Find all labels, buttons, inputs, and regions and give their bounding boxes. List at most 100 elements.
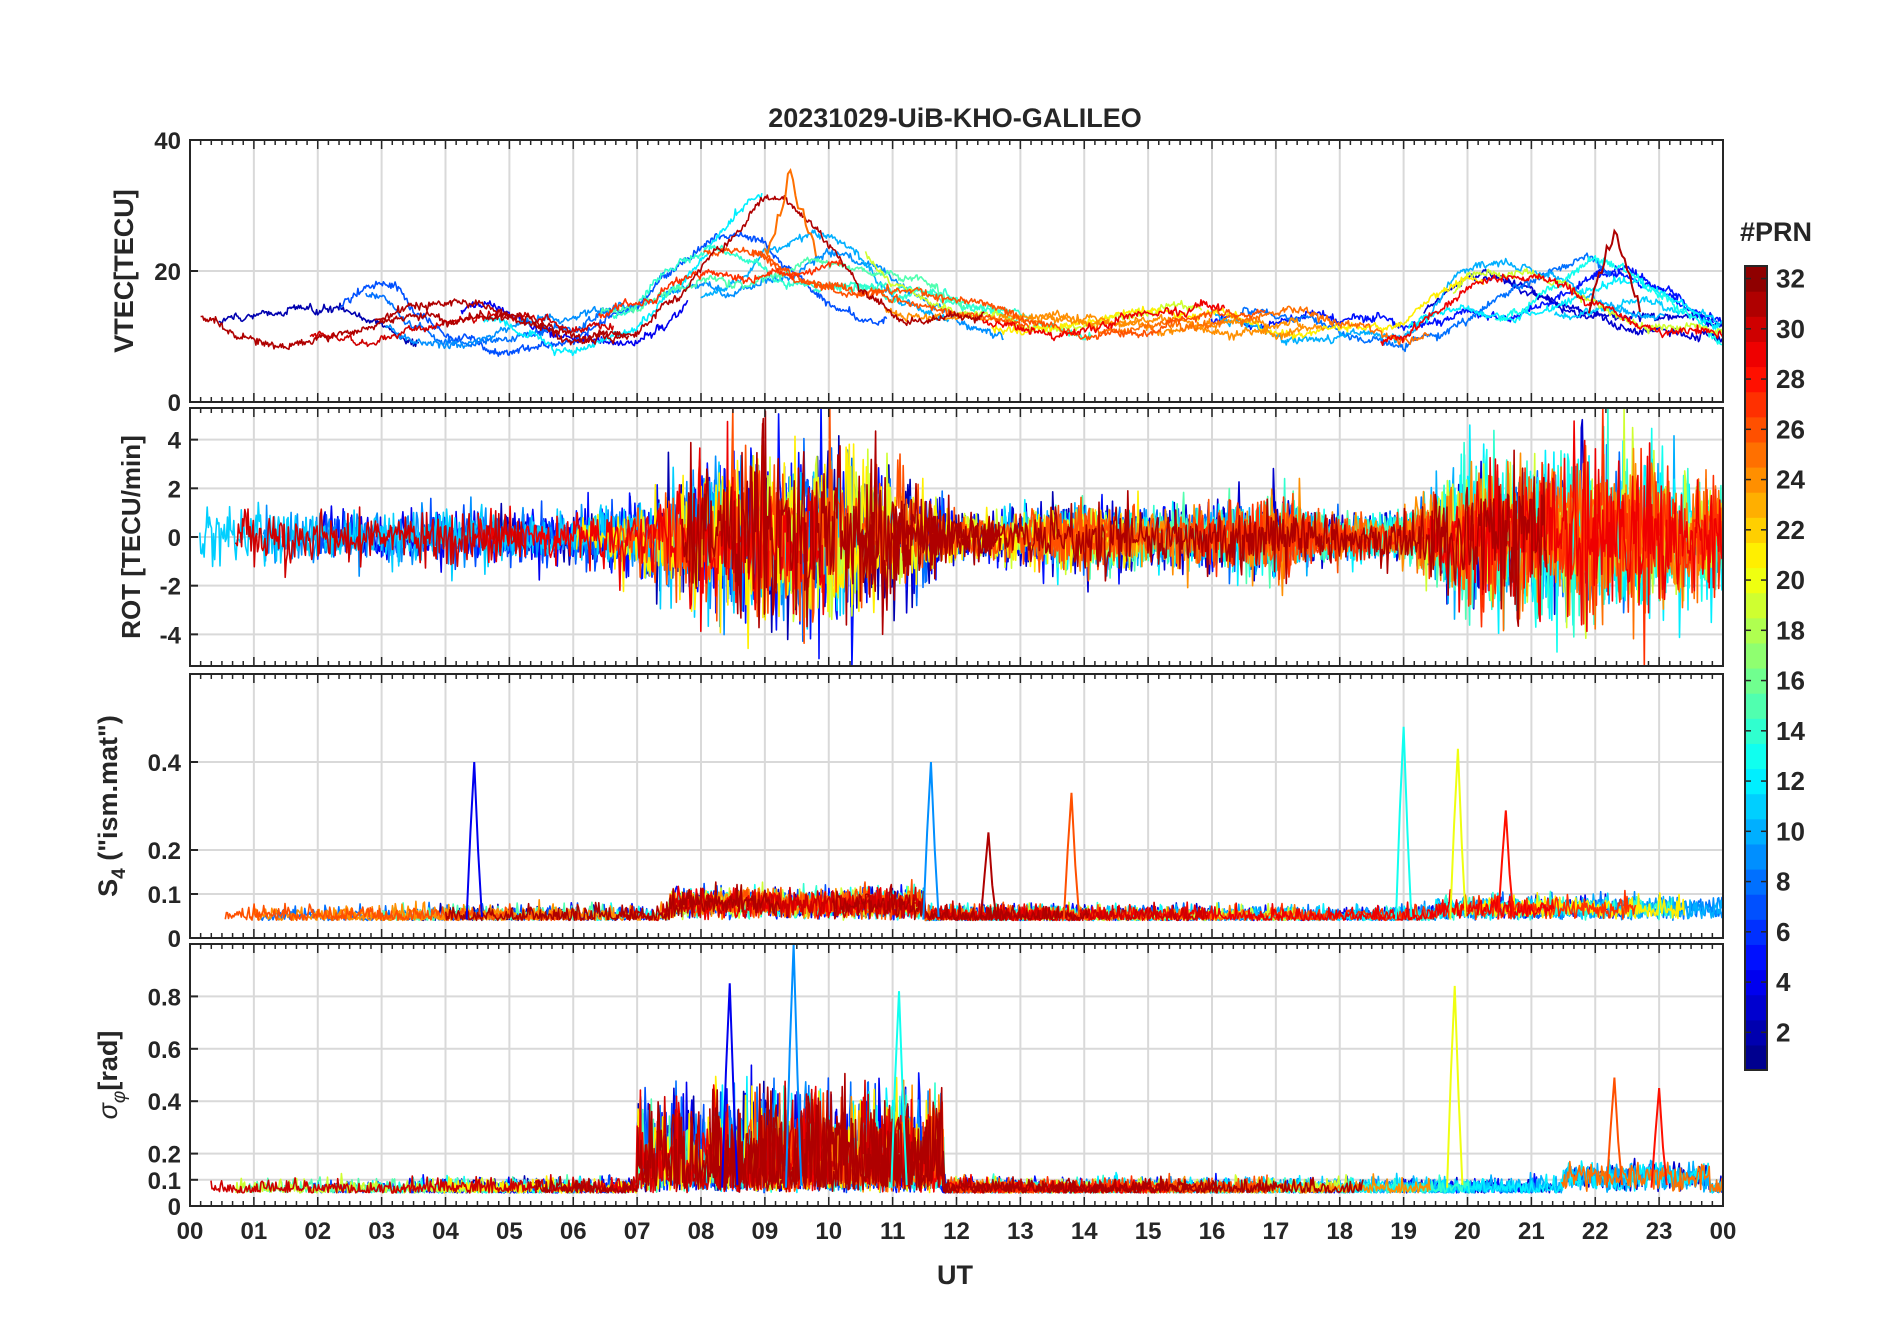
colorbar-level xyxy=(1745,517,1767,543)
ytick-label: 0.6 xyxy=(148,1037,181,1064)
colorbar-tick-label: 8 xyxy=(1776,867,1790,897)
xtick-label: 19 xyxy=(1390,1218,1417,1245)
ytick-label: 0.8 xyxy=(148,984,181,1011)
prn-31-trace xyxy=(374,194,985,345)
sigmaphi-grid xyxy=(190,944,1723,1206)
prn-21-trace xyxy=(991,276,1485,340)
prn-15-trace xyxy=(599,256,967,315)
highlight-trace xyxy=(1587,228,1641,314)
colorbar-level xyxy=(1745,768,1767,795)
colorbar-tick-label: 16 xyxy=(1776,666,1805,696)
highlight-trace xyxy=(763,167,817,259)
xtick-label: 00 xyxy=(1710,1218,1737,1245)
xtick-label: 01 xyxy=(241,1218,268,1245)
prn-25-trace xyxy=(1090,305,1430,346)
prn-24-trace xyxy=(883,306,1304,341)
spike-trace xyxy=(721,983,739,1188)
vtec-yticks: 0 20 40 xyxy=(154,128,1724,417)
colorbar-level xyxy=(1745,919,1767,945)
rot-ylabel: ROT [TECU/min] xyxy=(116,435,146,639)
colorbar-level xyxy=(1745,592,1767,619)
prn-5-trace xyxy=(891,1072,1541,1194)
colorbar-level xyxy=(1745,391,1767,418)
colorbar-level xyxy=(1745,894,1767,920)
spike-trace xyxy=(1394,726,1413,920)
prn-4-trace xyxy=(460,299,689,347)
ytick-label: 0 xyxy=(168,1194,181,1221)
prn-2-trace xyxy=(218,302,420,348)
prn-27-trace xyxy=(597,259,842,319)
prn-8-trace xyxy=(365,291,639,348)
prn-9-trace xyxy=(385,248,1004,350)
s4-ylabel: S4 ("ism.mat") xyxy=(93,715,130,897)
colorbar-level xyxy=(1745,793,1767,820)
colorbar-level xyxy=(1745,617,1767,644)
ytick-label: 0.1 xyxy=(148,882,181,909)
xtick-label: 23 xyxy=(1646,1218,1673,1245)
colorbar-level xyxy=(1745,743,1767,770)
spike-trace xyxy=(784,944,803,1188)
rot-panel: -4 -2 0 2 4 ROT [TECU/min] xyxy=(116,407,1724,667)
ytick-label: 4 xyxy=(168,428,182,455)
xtick-label: 05 xyxy=(496,1218,523,1245)
colorbar-level xyxy=(1745,266,1767,292)
ytick-label: 0 xyxy=(168,926,181,953)
rot-traces xyxy=(199,408,1723,666)
x-axis-label: UT xyxy=(937,1260,973,1290)
sigmaphi-traces xyxy=(210,944,1723,1194)
prn-29-trace xyxy=(981,298,1226,342)
prn-29-trace xyxy=(1427,420,1723,633)
ytick-label: 0.1 xyxy=(148,1168,181,1195)
vtec-traces xyxy=(200,167,1723,357)
ytick-label: 0.2 xyxy=(148,1142,181,1169)
prn-10-trace xyxy=(1209,257,1665,346)
colorbar-level xyxy=(1745,818,1767,845)
xtick-label: 16 xyxy=(1199,1218,1226,1245)
colorbar-level xyxy=(1745,944,1767,971)
colorbar-tick-label: 6 xyxy=(1776,917,1790,947)
prn-19-trace xyxy=(1452,267,1723,336)
spike-trace xyxy=(1497,810,1515,920)
colorbar-level xyxy=(1745,693,1767,719)
colorbar-level xyxy=(1745,994,1767,1021)
colorbar-level xyxy=(1745,366,1767,393)
colorbar-tick-label: 20 xyxy=(1776,565,1805,595)
xtick-label: 08 xyxy=(688,1218,715,1245)
prn-31-trace xyxy=(831,883,1090,922)
colorbar-tick-label: 12 xyxy=(1776,766,1805,796)
xtick-label: 00 xyxy=(177,1218,204,1245)
xtick-label: 17 xyxy=(1263,1218,1290,1245)
x-axis-ticklabels: 00 01 02 03 04 05 06 07 08 09 10 11 12 13 14 15 16 17 18 19… xyxy=(177,1218,1737,1245)
prn-25-trace xyxy=(1560,1160,1723,1193)
spike-trace xyxy=(979,832,998,920)
prn-31-trace xyxy=(444,881,781,922)
xtick-label: 07 xyxy=(624,1218,651,1245)
prn-31-trace xyxy=(862,430,1548,628)
colorbar-level xyxy=(1745,718,1767,744)
s4-grid xyxy=(190,674,1723,938)
ytick-label: 40 xyxy=(154,128,181,155)
sigmaphi-panel: 00.10.2 0.4 0.6 0.8 σφ[rad] xyxy=(93,943,1724,1221)
prn-13-trace xyxy=(1494,255,1723,346)
colorbar-tick-label: 28 xyxy=(1776,364,1805,394)
ytick-label: 0 xyxy=(168,525,181,552)
colorbar-level xyxy=(1745,1019,1767,1046)
colorbar-tick-label: 14 xyxy=(1776,716,1805,746)
spike-trace xyxy=(1062,792,1081,920)
ytick-label: 2 xyxy=(168,476,181,503)
ytick-label: -2 xyxy=(160,574,181,601)
xtick-label: 18 xyxy=(1326,1218,1353,1245)
xtick-label: 20 xyxy=(1454,1218,1481,1245)
colorbar-level xyxy=(1745,642,1767,669)
ytick-label: 0.2 xyxy=(148,838,181,865)
colorbar-level xyxy=(1745,416,1767,443)
colorbar-level xyxy=(1745,291,1767,317)
xtick-label: 12 xyxy=(943,1218,970,1245)
xtick-label: 04 xyxy=(432,1218,459,1245)
colorbar-tick-label: 32 xyxy=(1776,264,1805,294)
sigmaphi-yticks: 00.10.2 0.4 0.6 0.8 xyxy=(148,944,1724,1221)
spike-trace xyxy=(1446,985,1464,1188)
colorbar-level xyxy=(1745,1044,1767,1071)
